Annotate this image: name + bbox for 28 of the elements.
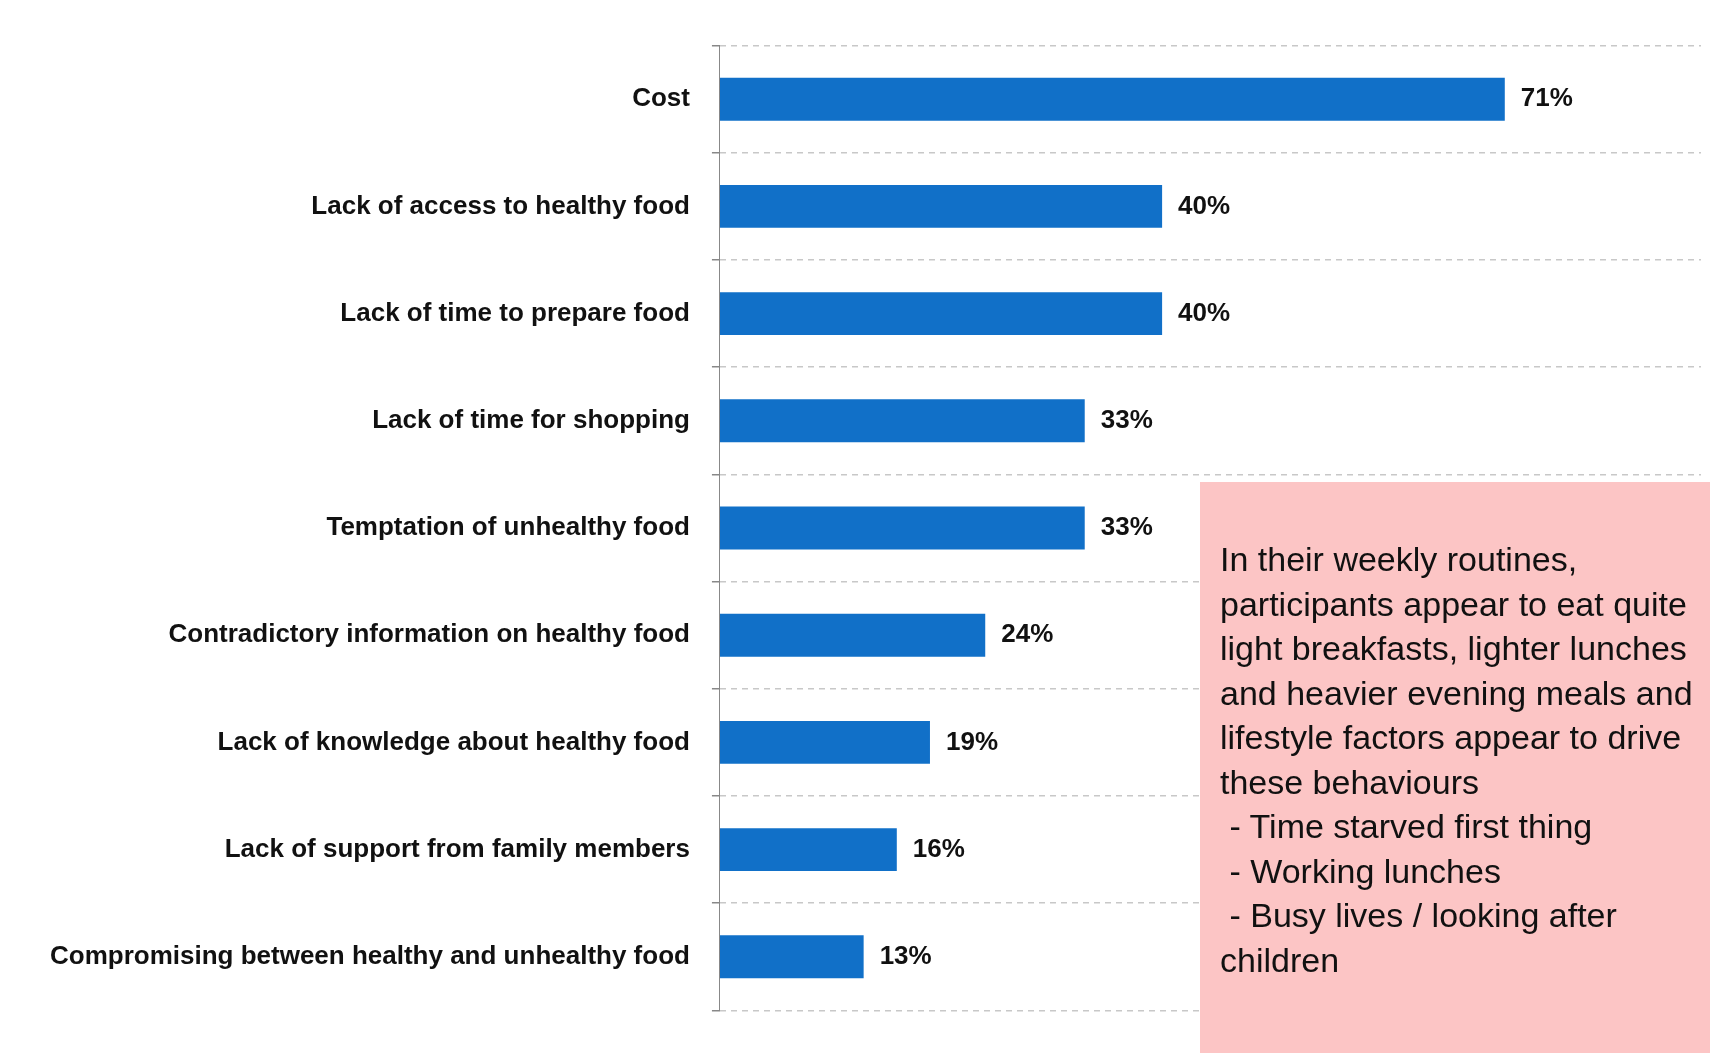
bar <box>719 720 930 764</box>
bar <box>719 828 897 872</box>
y-tick-label: Temptation of unhealthy food <box>326 511 690 542</box>
y-tick-label: Compromising between healthy and unhealthy food <box>50 939 690 970</box>
callout-box: In their weekly routines, participants appear to eat quite light breakfasts, lighter lunches and heavier evening meals and lifestyle factors appear to drive these behaviours - Time starved first thing - Working lunches - Busy lives / looking after children <box>1200 482 1710 1053</box>
data-label: 19% <box>945 725 999 756</box>
data-label: 16% <box>912 832 965 863</box>
y-tick-label: Lack of support from family members <box>224 832 690 863</box>
y-tick-label: Lack of knowledge about healthy food <box>217 725 690 756</box>
data-label: 33% <box>1100 511 1153 542</box>
y-tick-label: Lack of time to prepare food <box>340 296 690 327</box>
y-tick-label: Lack of time for shopping <box>372 403 690 434</box>
data-label: 40% <box>1178 296 1231 327</box>
data-label: 40% <box>1178 189 1231 220</box>
data-label: 24% <box>1001 618 1054 649</box>
bar <box>719 292 1163 336</box>
bar <box>719 399 1085 443</box>
y-tick-label: Cost <box>632 82 691 113</box>
bar <box>719 184 1163 228</box>
data-label: 33% <box>1100 403 1153 434</box>
y-tick-label: Lack of access to healthy food <box>311 189 690 220</box>
data-label: 13% <box>879 939 932 970</box>
bar <box>719 77 1505 121</box>
bar <box>719 506 1085 550</box>
bar <box>719 935 864 979</box>
bar <box>719 613 986 657</box>
data-label: 71% <box>1520 82 1573 113</box>
y-tick-label: Contradictory information on healthy food <box>168 618 690 649</box>
